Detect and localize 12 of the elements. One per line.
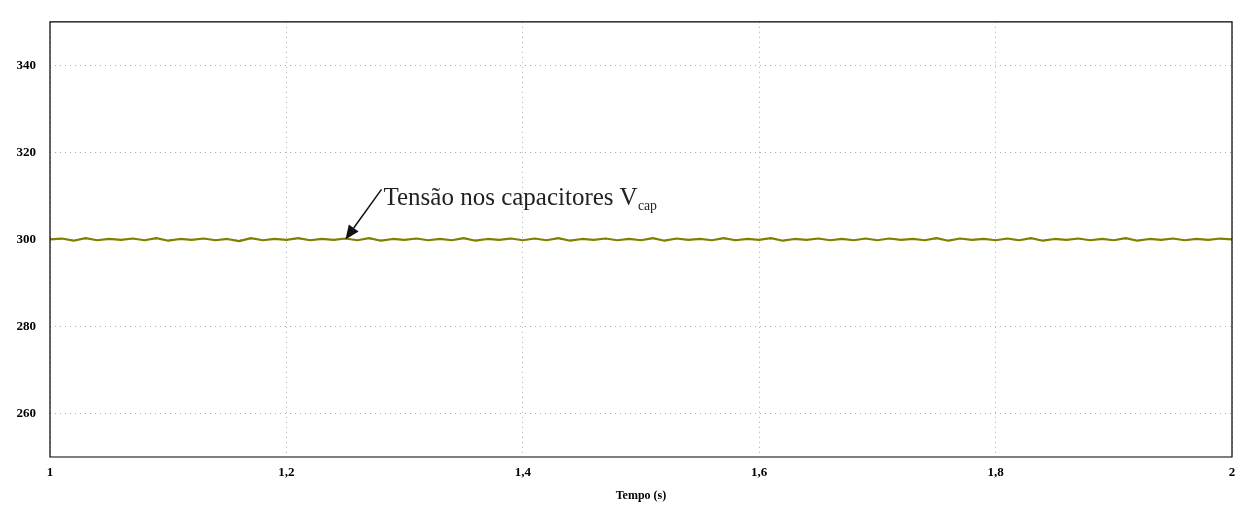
x-axis-title: Tempo (s) xyxy=(615,487,667,502)
y-tick-label: 340 xyxy=(16,56,36,72)
x-tick-label: 1,8 xyxy=(987,464,1005,480)
y-tick-label: 300 xyxy=(16,230,36,246)
x-tick-label: 2 xyxy=(1228,464,1236,480)
x-tick-label: 1,4 xyxy=(514,464,532,480)
x-tick-label: 1 xyxy=(46,464,54,480)
x-tick-label: 1,2 xyxy=(278,464,295,480)
y-tick-label: 280 xyxy=(16,317,36,333)
y-tick-label: 320 xyxy=(16,143,36,159)
x-tick-label: 1,6 xyxy=(751,464,768,480)
y-tick-label: 260 xyxy=(16,404,36,420)
